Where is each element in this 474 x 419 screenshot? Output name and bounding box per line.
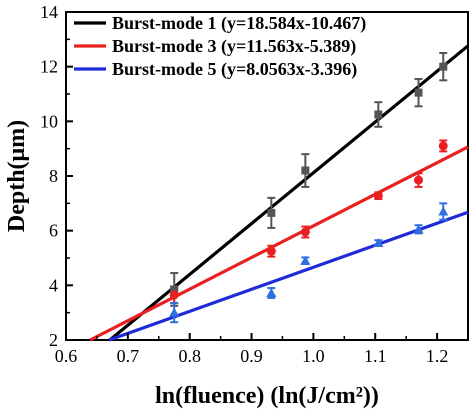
data-point-triangle [300,255,311,265]
data-point-square [414,88,423,97]
data-point-square [267,208,276,217]
data-point-circle [300,227,310,237]
data-point-circle [266,246,276,256]
data-point-square [374,110,383,119]
data-markers [169,62,449,317]
data-point-square [439,62,448,71]
data-point-circle [438,141,448,151]
data-point-circle [414,175,424,185]
x-tick-label: 1.2 [426,346,449,366]
fit-lines [89,44,470,342]
fit-line [108,44,470,342]
data-point-triangle [413,224,424,234]
y-tick-label: 8 [49,166,58,186]
fit-line [89,145,469,342]
data-point-triangle [266,287,277,297]
data-point-square [170,285,179,294]
x-axis-title: ln(fluence) (ln(J/cm²)) [155,383,379,409]
legend: Burst-mode 1 (y=18.584x-10.467)Burst-mod… [74,13,366,80]
error-bars [170,52,448,324]
legend-label: Burst-mode 1 (y=18.584x-10.467) [112,13,366,34]
fit-line [108,210,469,342]
y-axis-title: Depth(μm) [4,120,30,232]
y-tick-label: 14 [40,2,58,22]
data-point-circle [169,290,179,300]
axis-ticks: 0.6 0.7 0.8 0.9 1.0 1.1 1.2 2 4 6 8 10 12 14 [40,2,448,366]
legend-label: Burst-mode 3 (y=11.563x-5.389) [112,36,356,57]
x-tick-label: 1.1 [364,346,387,366]
x-tick-label: 0.9 [240,346,263,366]
x-tick-label: 0.8 [178,346,201,366]
y-tick-label: 6 [49,221,58,241]
data-point-triangle [169,307,180,317]
y-tick-label: 12 [40,57,58,77]
legend-label: Burst-mode 5 (y=8.0563x-3.396) [112,59,357,80]
data-point-square [301,166,310,175]
data-point-circle [373,191,383,201]
y-tick-label: 10 [40,111,58,131]
x-tick-label: 0.7 [117,346,140,366]
y-tick-label: 4 [49,275,58,295]
x-tick-label: 0.6 [55,346,78,366]
data-point-triangle [373,237,384,247]
data-point-triangle [438,206,449,216]
x-tick-label: 1.0 [302,346,325,366]
y-tick-label: 2 [49,330,58,350]
